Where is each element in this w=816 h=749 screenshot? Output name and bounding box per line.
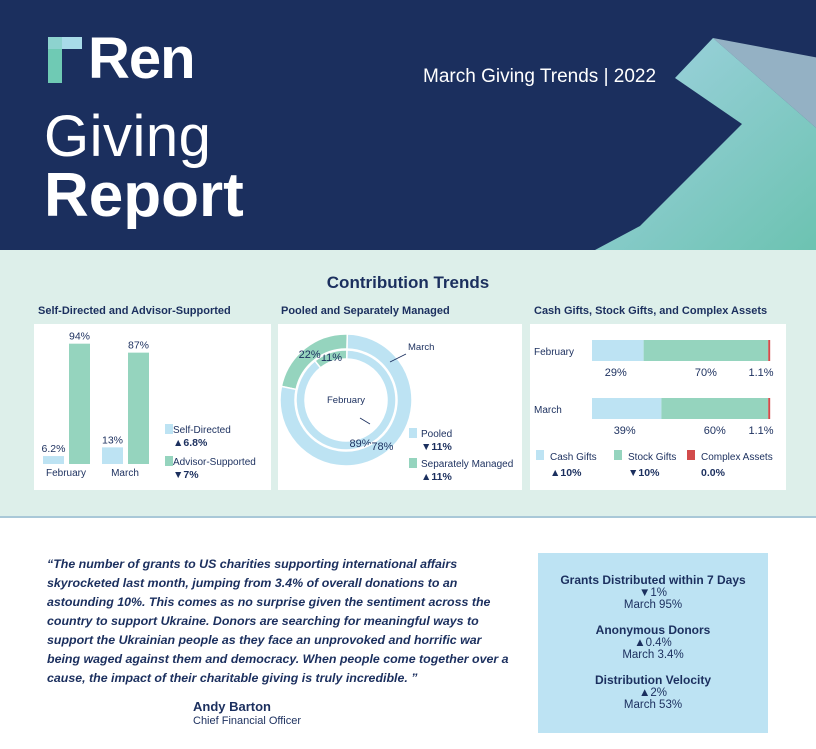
title-report: Report [44,161,244,230]
bar-advisor-supported [128,352,149,464]
self-directed-bar-chart: 6.2% 94% February 13% 87% March Self-Directed▲… [42,331,256,481]
quote-author: Andy Barton [193,699,271,714]
bar-advisor-supported [69,343,90,464]
ring-leader-line [389,353,407,363]
bar-self-directed [102,447,123,464]
title-giving: Giving [44,104,212,169]
cfo-quote: “The number of grants to US charities su… [47,557,509,685]
category-label-february: February [46,468,86,479]
ren-logo-icon [48,37,82,83]
donut-value-label: 22% [299,349,321,361]
legend-label: Self-Directed [173,425,231,436]
stat-title: Distribution Velocity [594,673,711,687]
legend-swatch [536,450,544,460]
donut-slice-pooled [295,349,397,451]
bar-value-label: 70% [695,367,717,379]
pooled-donut-chart: 11%89%22%78%FebruaryMarchPooled▼11%Separ… [279,333,513,483]
legend-label: Cash Gifts [550,452,597,463]
bar-stock-gifts [661,398,769,419]
legend-swatch [165,456,173,466]
donut-slice-pooled [279,333,413,467]
bar-stock-gifts [643,340,769,361]
legend-label: Separately Managed [421,459,513,470]
legend-swatch [165,424,173,434]
decorative-shape [595,38,816,250]
donut-value-label: 11% [321,352,342,364]
report-subtitle: March Giving Trends | 2022 [423,66,657,87]
category-label-march: March [534,405,562,416]
legend-change: ▼10% [628,467,660,479]
panel-title-cash: Cash Gifts, Stock Gifts, and Complex Ass… [534,305,768,317]
stat-distribution-velocity: Distribution Velocity ▲2% March 53% [538,673,768,711]
stat-title: Grants Distributed within 7 Days [560,573,746,587]
legend-swatch [409,428,417,438]
stat-grants-distributed: Grants Distributed within 7 Days ▼1% Mar… [538,573,768,611]
legend-change: ▲6.8% [173,437,208,449]
stat-change: ▼1% [638,587,667,599]
bar-complex-assets [768,340,771,361]
chart-card-pooled: 11% 89% 22% 78% February March Pooled ▼11% Separ… [278,324,522,490]
stat-title: Anonymous Donors [595,623,711,637]
bar-value-label: 13% [102,434,123,446]
legend-change: ▲11% [421,471,452,483]
stat-value: March 95% [623,599,683,611]
bar-value-label: 87% [128,340,149,352]
legend-change: ▲10% [550,467,582,479]
section-title: Contribution Trends [326,273,490,292]
bar-complex-assets [768,398,771,419]
bar-value-label: 6.2% [42,443,66,455]
bar-value-label: 29% [605,367,627,379]
bar-self-directed [43,456,64,464]
bar-value-label: 39% [614,425,636,437]
bar-cash-gifts [592,398,662,419]
bar-value-label: 94% [69,331,90,343]
ring-leader-line [359,417,371,425]
bar-cash-gifts [592,340,644,361]
legend-swatch [687,450,695,460]
header-banner: Ren Giving Report March Giving Trends | … [0,0,816,250]
legend-label: Complex Assets [701,452,773,463]
legend-label: Advisor-Supported [173,457,256,468]
legend-change: 0.0% [701,467,726,479]
bar-value-label: 1.1% [748,425,773,437]
legend-swatch [614,450,622,460]
legend-change: ▼7% [173,469,199,481]
ring-label-february: February [327,395,365,406]
bar-value-label: 1.1% [748,367,773,379]
stat-anonymous-donors: Anonymous Donors ▲0.4% March 3.4% [538,623,768,661]
category-label-march: March [111,468,139,479]
chart-card-self-directed: 6.2% 94% February 13% 87% March Self-Directed ▲… [34,324,271,490]
legend-label: Pooled [421,429,452,440]
stat-change: ▲2% [638,687,667,699]
cash-stacked-bar-chart: February 29% 70% 1.1% March 39% 60% 1.1% Cash Gi… [534,340,774,479]
logo-wordmark: Ren [88,26,196,91]
quote-author-role: Chief Financial Officer [193,715,302,727]
donut-value-label: 78% [371,441,393,453]
stat-value: March 3.4% [622,649,684,661]
legend-change: ▼11% [421,441,452,453]
stat-change: ▲0.4% [634,637,672,649]
chart-card-cash: February 29% 70% 1.1% March 39% 60% 1.1% Cash Gi… [530,324,786,490]
legend-swatch [409,458,417,468]
stats-box: Grants Distributed within 7 Days ▼1% Mar… [538,553,768,733]
category-label-february: February [534,347,574,358]
stat-value: March 53% [623,699,683,711]
ring-label-march: March [408,342,434,353]
legend-label: Stock Gifts [628,452,676,463]
panel-title-self-directed: Self-Directed and Advisor-Supported [38,305,231,317]
panel-title-pooled: Pooled and Separately Managed [281,305,450,317]
bar-value-label: 60% [704,425,726,437]
